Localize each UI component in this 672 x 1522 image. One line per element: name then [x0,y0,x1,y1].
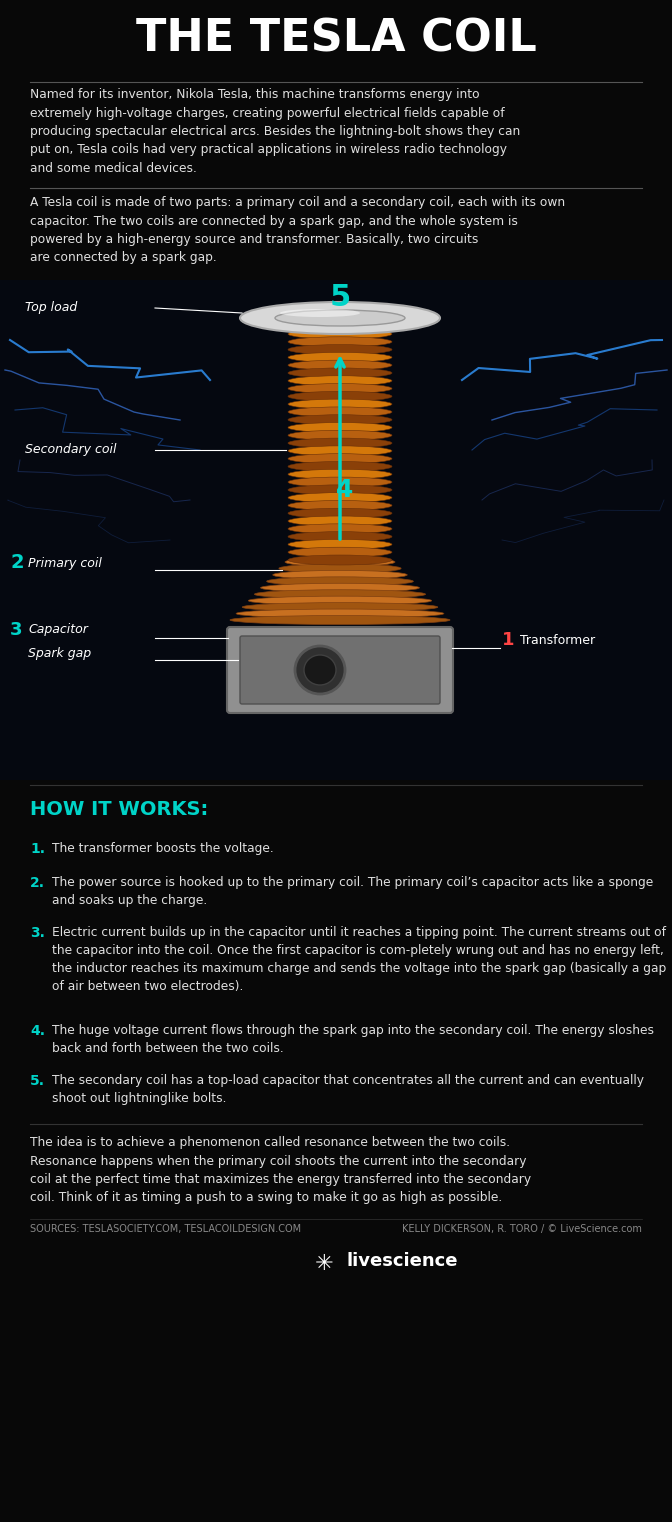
Ellipse shape [242,603,437,612]
Ellipse shape [261,583,419,592]
FancyBboxPatch shape [227,627,453,712]
Ellipse shape [288,414,392,425]
Text: 2: 2 [10,554,24,572]
Ellipse shape [249,597,431,606]
Ellipse shape [288,361,392,370]
Text: Spark gap: Spark gap [28,647,91,659]
Ellipse shape [280,309,360,317]
Text: 4.: 4. [30,1024,45,1038]
Text: Transformer: Transformer [520,633,595,647]
Ellipse shape [288,524,392,534]
Ellipse shape [288,384,392,394]
Ellipse shape [279,565,401,572]
Text: livescience: livescience [346,1253,458,1269]
Ellipse shape [288,476,392,487]
Text: SOURCES: TESLASOCIETY.COM, TESLACOILDESIGN.COM: SOURCES: TESLASOCIETY.COM, TESLACOILDESI… [30,1224,301,1234]
Ellipse shape [267,577,413,586]
Text: Primary coil: Primary coil [28,557,102,569]
Text: ✳: ✳ [314,1254,333,1274]
Ellipse shape [236,609,444,618]
Ellipse shape [288,446,392,457]
Text: The secondary coil has a top-load capacitor that concentrates all the current an: The secondary coil has a top-load capaci… [52,1075,644,1105]
Ellipse shape [288,539,392,549]
Ellipse shape [304,654,336,685]
Text: HOW IT WORKS:: HOW IT WORKS: [30,801,208,819]
Text: Named for its inventor, Nikola Tesla, this machine transforms energy into
extrem: Named for its inventor, Nikola Tesla, th… [30,88,520,175]
Text: 4: 4 [336,478,353,502]
Text: Electric current builds up in the capacitor until it reaches a tipping point. Th: Electric current builds up in the capaci… [52,925,666,992]
Ellipse shape [288,376,392,385]
Bar [0,280,672,779]
Ellipse shape [288,353,392,362]
Ellipse shape [285,557,395,566]
Text: 1: 1 [502,632,515,648]
Ellipse shape [288,454,392,464]
Ellipse shape [295,645,345,694]
Text: The idea is to achieve a phenomenon called resonance between the two coils.
Reso: The idea is to achieve a phenomenon call… [30,1135,531,1204]
Text: 3: 3 [10,621,22,639]
Ellipse shape [240,301,440,333]
Ellipse shape [288,406,392,417]
Ellipse shape [255,589,425,598]
Ellipse shape [288,493,392,502]
Ellipse shape [288,531,392,542]
Text: Secondary coil: Secondary coil [25,443,116,457]
Ellipse shape [288,431,392,440]
Text: 2.: 2. [30,877,45,890]
Ellipse shape [288,399,392,409]
Ellipse shape [288,461,392,472]
Ellipse shape [288,329,392,339]
Ellipse shape [288,486,392,495]
Text: Capacitor: Capacitor [28,624,88,636]
Ellipse shape [275,310,405,326]
Text: The power source is hooked up to the primary coil. The primary coil’s capacitor : The power source is hooked up to the pri… [52,877,653,907]
Text: THE TESLA COIL: THE TESLA COIL [136,18,536,61]
Text: 5.: 5. [30,1075,45,1088]
FancyBboxPatch shape [240,636,440,705]
Text: 1.: 1. [30,842,45,855]
Text: 5: 5 [329,283,351,312]
Ellipse shape [288,423,392,432]
Text: KELLY DICKERSON, R. TORO / © LiveScience.com: KELLY DICKERSON, R. TORO / © LiveScience… [402,1224,642,1234]
Text: Top load: Top load [25,301,77,315]
Ellipse shape [288,508,392,519]
Text: The transformer boosts the voltage.: The transformer boosts the voltage. [52,842,274,855]
Ellipse shape [288,344,392,355]
Ellipse shape [288,336,392,347]
Ellipse shape [288,368,392,377]
Ellipse shape [288,469,392,479]
Ellipse shape [288,556,392,565]
Ellipse shape [288,501,392,510]
Ellipse shape [230,615,450,624]
Ellipse shape [288,438,392,447]
Text: A Tesla coil is made of two parts: a primary coil and a secondary coil, each wit: A Tesla coil is made of two parts: a pri… [30,196,565,265]
Text: 3.: 3. [30,925,45,941]
Ellipse shape [288,391,392,402]
Text: The huge voltage current flows through the spark gap into the secondary coil. Th: The huge voltage current flows through t… [52,1024,654,1055]
Ellipse shape [288,516,392,527]
Ellipse shape [288,548,392,557]
Ellipse shape [273,571,407,580]
